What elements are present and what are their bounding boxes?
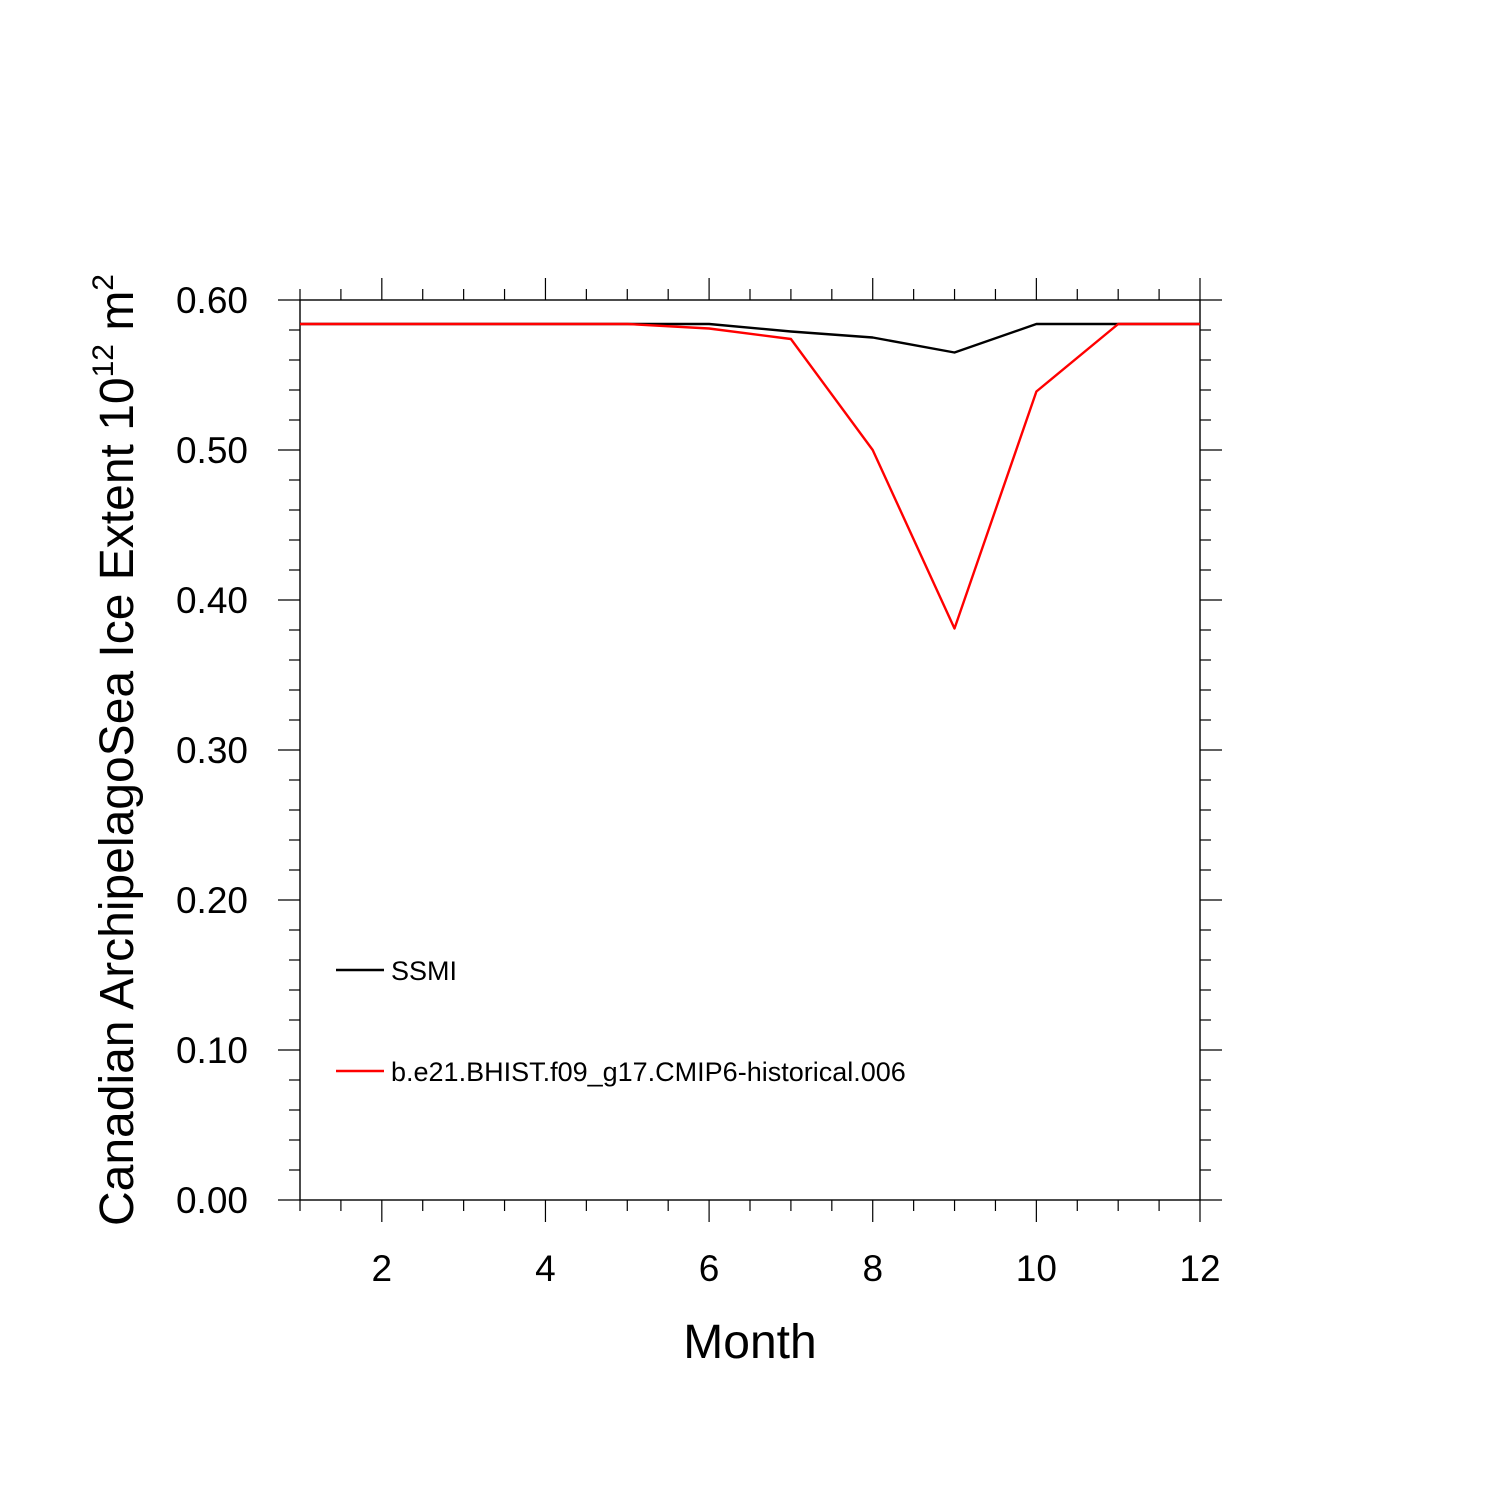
x-tick-label: 10 (1016, 1248, 1057, 1289)
y-tick-label: 0.00 (176, 1180, 248, 1221)
y-tick-label: 0.40 (176, 580, 248, 621)
y-axis-title-exponent: 12 (87, 344, 120, 377)
y-tick-label: 0.10 (176, 1030, 248, 1071)
series-line (300, 322, 1200, 354)
x-tick-label: 6 (699, 1248, 720, 1289)
x-tick-label: 4 (535, 1248, 556, 1289)
x-tick-label: 8 (862, 1248, 883, 1289)
y-tick-label: 0.60 (176, 280, 248, 321)
x-axis-title: Month (683, 1316, 816, 1369)
x-tick-label: 12 (1179, 1248, 1220, 1289)
y-axis-title-unit: m (91, 291, 144, 344)
y-tick-label: 0.30 (176, 730, 248, 771)
y-tick-label: 0.20 (176, 880, 248, 921)
axis-ticks (278, 278, 1222, 1222)
legend-label: b.e21.BHIST.f09_g17.CMIP6-historical.006 (391, 1057, 906, 1087)
legend: SSMI b.e21.BHIST.f09_g17.CMIP6-historical… (336, 956, 906, 1087)
series-line (300, 322, 1200, 630)
y-axis-title: Canadian ArchipelagoSea Ice Extent 1012 … (87, 274, 144, 1226)
legend-label: SSMI (391, 956, 457, 986)
y-tick-label: 0.50 (176, 430, 248, 471)
y-axis-title-unit-exponent: 2 (87, 274, 120, 291)
x-tick-label: 2 (372, 1248, 393, 1289)
series-lines (300, 322, 1200, 630)
tick-labels: 2 4 6 8 10 12 0.00 0.10 0.20 0.30 0.40 0.50 0.60 (176, 280, 1221, 1289)
y-axis-title-main: Canadian ArchipelagoSea Ice Extent 10 (91, 377, 144, 1226)
